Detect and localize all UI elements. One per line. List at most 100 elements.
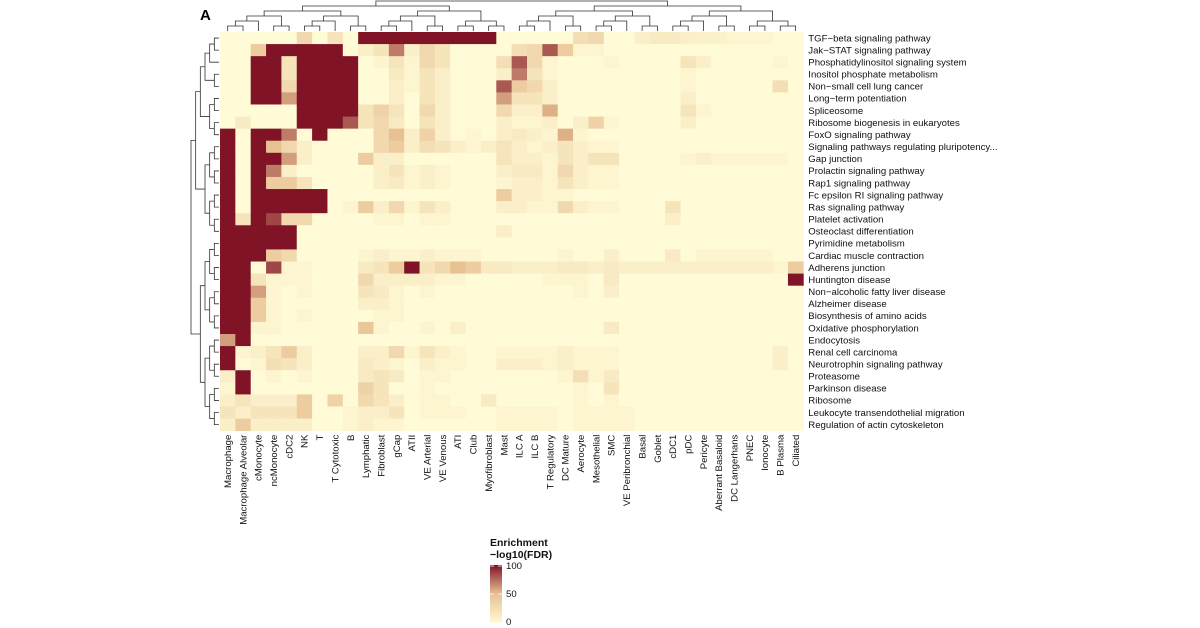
heatmap-cell [465,309,482,323]
heatmap-cell [342,140,359,154]
row-label: Non−alcoholic fatty liver disease [808,287,945,298]
heatmap-cell [527,346,543,359]
heatmap-cell [542,152,559,166]
heatmap-cell [250,201,267,214]
heatmap-cell [511,92,528,105]
heatmap-cell [327,418,344,432]
heatmap-cell [695,249,712,262]
row-label: Jak−STAT signaling pathway [808,45,931,56]
heatmap-cell [695,225,712,238]
heatmap-cell [450,334,466,347]
heatmap-cell [434,201,451,214]
heatmap-cell [327,128,344,142]
heatmap-cell [419,32,436,45]
heatmap-cell [757,44,773,57]
heatmap-cell [741,358,758,371]
dendrogram-branch [672,25,689,31]
heatmap-cell [619,237,635,250]
heatmap-cell [711,358,727,371]
heatmap-cell [787,249,804,262]
heatmap-cell [480,346,497,359]
heatmap-cell [358,418,374,432]
heatmap-cell [342,164,359,178]
heatmap-cell [603,309,620,323]
heatmap-cell [757,140,773,154]
heatmap-cell [695,273,712,287]
heatmap-cell [665,128,681,142]
heatmap-cell [480,152,497,166]
dendrogram-branch [380,25,397,31]
heatmap-cell [250,285,267,299]
heatmap-cell [266,44,282,57]
dendrogram-branch [273,25,290,31]
heatmap-cell [434,213,451,226]
heatmap-cell [250,128,267,142]
heatmap-cell [557,249,574,262]
heatmap-cell [649,201,666,214]
heatmap-cell [434,44,451,57]
heatmap-cell [404,358,420,371]
heatmap-cell [312,104,328,117]
dendrogram-branch [234,20,259,31]
heatmap-cell [250,92,267,105]
heatmap-cell [419,285,436,299]
heatmap-cell [358,249,374,262]
heatmap-cell [619,44,635,57]
heatmap-cell [741,273,758,287]
dendrogram-branch [209,200,215,226]
dendrogram-branch [749,25,766,31]
heatmap-cell [419,56,436,69]
heatmap-cell [741,56,758,69]
heatmap-cell [787,261,804,274]
heatmap-cell [772,176,789,190]
heatmap-cell [772,334,789,347]
heatmap-cell [404,261,420,274]
heatmap-cell [373,285,390,299]
heatmap-cell [649,225,666,238]
heatmap-cell [496,92,513,105]
heatmap-cell [588,80,605,93]
heatmap-cell [388,189,405,202]
heatmap-cell [634,237,651,250]
heatmap-cell [680,237,697,250]
heatmap-cell [404,213,420,226]
heatmap-cell [312,370,328,383]
heatmap-cell [757,68,773,81]
heatmap-cell [281,225,298,238]
heatmap-cell [266,213,282,226]
heatmap-cell [342,285,359,299]
heatmap-cell [757,116,773,130]
heatmap-cell [404,382,420,395]
heatmap-cell [680,140,697,154]
heatmap-cell [511,116,528,130]
heatmap-cell [434,273,451,287]
column-label: cMonocyte [254,435,265,481]
heatmap-cell [619,321,635,335]
heatmap-cell [665,44,681,57]
heatmap-cell [726,152,743,166]
heatmap-cell [358,346,374,359]
heatmap-cell [496,382,513,395]
heatmap-cell [434,394,451,407]
heatmap-cell [649,213,666,226]
heatmap-cell [465,334,482,347]
dendrogram-branch [213,218,219,232]
heatmap-cell [603,297,620,311]
dendrogram-branch [204,164,210,214]
heatmap-cell [220,285,236,299]
heatmap-cell [557,92,574,105]
column-label: Pericyte [699,435,710,470]
heatmap-cell [327,152,344,166]
heatmap-cell [358,237,374,250]
heatmap-cell [542,201,559,214]
heatmap-cell [220,80,236,93]
heatmap-cell [342,370,359,383]
heatmap-cell [634,56,651,69]
heatmap-cell [511,334,528,347]
heatmap-cell [434,321,451,335]
heatmap-cell [787,334,804,347]
heatmap-cell [388,152,405,166]
heatmap-cell [726,297,743,311]
heatmap-cell [557,140,574,154]
heatmap-cell [388,68,405,81]
